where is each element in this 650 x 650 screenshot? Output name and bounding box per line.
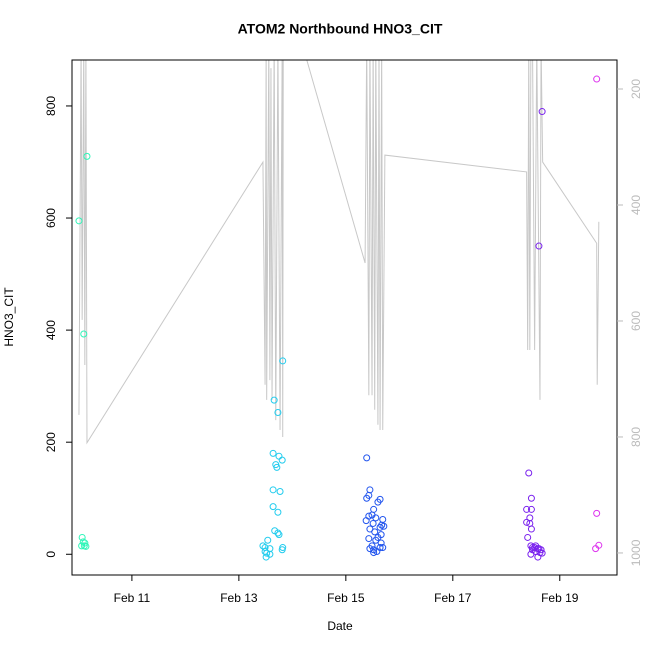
data-point (363, 454, 371, 462)
data-point (259, 542, 267, 550)
data-point (525, 469, 533, 477)
data-point (371, 528, 379, 536)
y-tick-label: 600 (44, 208, 58, 228)
data-point (279, 544, 287, 552)
data-point (534, 553, 542, 561)
data-point (78, 533, 86, 541)
y-tick-label: 400 (44, 320, 58, 340)
data-point (276, 488, 284, 496)
data-point (374, 498, 382, 506)
data-point (593, 509, 601, 517)
data-point (373, 547, 381, 555)
data-point (362, 517, 370, 525)
y2-tick-label: 600 (629, 311, 643, 331)
y-tick-label: 0 (44, 551, 58, 558)
data-point (83, 152, 91, 160)
data-point (376, 523, 384, 531)
data-point (538, 108, 546, 116)
data-point (275, 531, 283, 539)
data-point (527, 542, 535, 550)
data-point (273, 463, 281, 471)
data-line (78, 60, 600, 445)
data-point (80, 330, 88, 338)
data-point (370, 549, 378, 557)
x-tick-label: Feb 17 (434, 591, 472, 605)
data-point (363, 494, 371, 502)
y-axis-title: HNO3_CIT (2, 287, 16, 347)
y-tick-label: 200 (44, 432, 58, 452)
data-point (527, 505, 535, 513)
y-tick-label: 800 (44, 96, 58, 116)
data-point (369, 519, 377, 527)
data-point (78, 542, 86, 550)
line-layer (78, 60, 600, 445)
data-point (528, 544, 536, 552)
data-point (365, 535, 373, 543)
data-point (82, 542, 90, 550)
y2-tick-label: 800 (629, 427, 643, 447)
data-point (274, 508, 282, 516)
data-point (538, 549, 546, 557)
data-point (379, 544, 387, 552)
x-tick-label: Feb 11 (114, 591, 151, 605)
data-point (278, 456, 286, 464)
data-point (270, 396, 278, 404)
x-tick-label: Feb 15 (327, 591, 365, 605)
data-point (592, 545, 600, 553)
y2-tick-label: 1000 (629, 539, 643, 566)
data-point (377, 539, 385, 547)
data-point (372, 536, 380, 544)
y2-tick-label: 400 (629, 195, 643, 215)
data-point (537, 546, 545, 554)
data-point (279, 357, 287, 365)
data-point (527, 550, 535, 558)
data-point (372, 514, 380, 522)
x-tick-label: Feb 19 (541, 591, 579, 605)
data-point (264, 536, 272, 544)
data-point (380, 522, 388, 530)
data-point (263, 549, 271, 557)
data-point (366, 545, 374, 553)
data-point (523, 518, 531, 526)
data-point (524, 533, 532, 541)
data-point (269, 503, 277, 511)
data-point (274, 529, 282, 537)
plot-frame (71, 59, 618, 576)
data-point (269, 486, 277, 494)
data-point (593, 75, 601, 83)
y2-tick-label: 200 (629, 79, 643, 99)
data-point (266, 550, 274, 558)
x-tick-label: Feb 13 (220, 591, 258, 605)
data-point (75, 217, 83, 225)
data-point (535, 242, 543, 250)
chart-title: ATOM2 Northbound HNO3_CIT (238, 21, 443, 37)
x-axis-title: Date (327, 619, 353, 633)
point-layer (75, 75, 603, 561)
data-point (274, 408, 282, 416)
data-point (527, 494, 535, 502)
data-point (523, 505, 531, 513)
data-point (527, 525, 535, 533)
data-point (269, 449, 277, 457)
data-point (531, 544, 539, 552)
